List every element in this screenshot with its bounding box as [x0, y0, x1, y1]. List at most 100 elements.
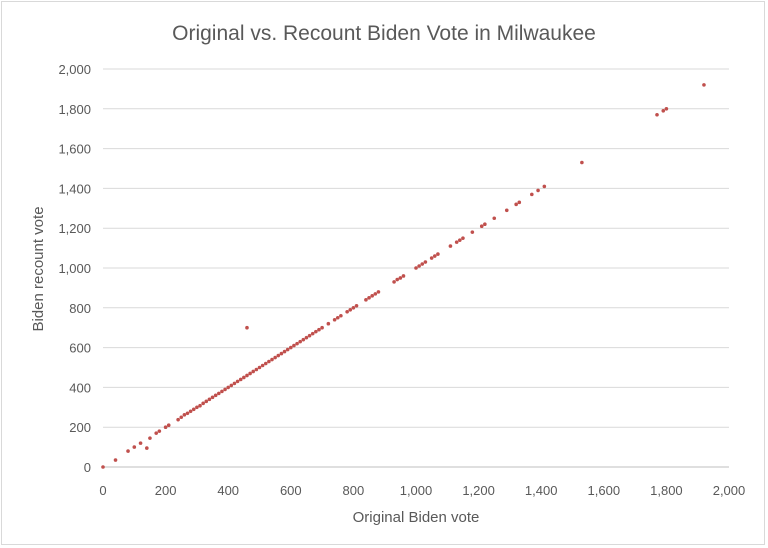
data-point — [176, 417, 180, 422]
y-tick-label: 1,600 — [58, 142, 91, 157]
data-point — [263, 361, 268, 366]
data-point — [210, 395, 215, 400]
data-point — [285, 347, 290, 352]
data-points — [101, 83, 706, 469]
data-point — [661, 108, 666, 113]
y-axis-title: Biden recount vote — [30, 206, 47, 331]
data-point — [232, 381, 237, 386]
data-point — [348, 307, 353, 312]
data-point — [461, 236, 465, 240]
data-point — [213, 393, 218, 398]
y-tick-label: 2,000 — [58, 62, 91, 77]
data-point — [257, 365, 262, 370]
x-tick-label: 1,400 — [525, 483, 558, 498]
data-point — [351, 306, 356, 310]
data-point — [138, 441, 143, 445]
data-point — [217, 391, 221, 396]
data-point — [289, 345, 293, 350]
data-point — [182, 413, 187, 417]
data-point — [242, 375, 246, 380]
data-point — [148, 436, 152, 440]
chart-title: Original vs. Recount Biden Vote in Milwa… — [172, 22, 596, 45]
data-point — [436, 252, 440, 256]
data-point — [504, 208, 509, 213]
data-point — [207, 397, 212, 402]
data-point — [339, 313, 343, 318]
x-tick-label: 200 — [155, 483, 177, 498]
data-point — [101, 465, 105, 469]
x-tick-label: 1,600 — [588, 483, 621, 498]
data-point — [479, 224, 484, 229]
data-point — [238, 377, 243, 382]
y-tick-label: 800 — [69, 301, 91, 316]
y-tick-label: 1,000 — [58, 261, 91, 276]
data-point — [310, 331, 315, 336]
data-point — [235, 379, 240, 384]
data-point — [417, 264, 421, 268]
data-point — [298, 339, 302, 344]
x-tick-label: 400 — [217, 483, 239, 498]
data-point — [179, 415, 184, 420]
data-point — [185, 411, 190, 416]
x-tick-label: 800 — [343, 483, 365, 498]
data-point — [276, 353, 281, 358]
data-point — [401, 274, 406, 278]
y-tick-label: 0 — [84, 460, 91, 475]
data-point — [432, 254, 437, 258]
x-tick-label: 1,800 — [650, 483, 683, 498]
data-point — [454, 240, 459, 244]
data-point — [345, 309, 349, 314]
data-point — [267, 359, 271, 364]
data-point — [304, 335, 309, 340]
x-tick-label: 1,200 — [462, 483, 495, 498]
data-point — [163, 425, 168, 430]
data-point — [260, 363, 265, 368]
data-point — [132, 445, 137, 449]
data-point — [470, 230, 475, 234]
data-point — [220, 389, 224, 394]
data-point — [492, 216, 497, 221]
data-point — [295, 341, 299, 346]
data-point — [157, 429, 162, 433]
data-point — [191, 407, 196, 412]
x-tick-label: 1,000 — [400, 483, 433, 498]
data-point — [254, 367, 259, 372]
data-point — [326, 321, 331, 326]
data-point — [251, 369, 256, 374]
data-point — [414, 266, 418, 270]
data-point — [542, 184, 547, 189]
tick-labels: 0 200 400 600 800 1,000 1,200 1,400 1,600 1,800 2,… — [58, 62, 745, 498]
data-point — [166, 423, 171, 428]
data-point — [655, 112, 659, 117]
y-tick-label: 400 — [69, 380, 91, 395]
data-point — [320, 325, 324, 330]
data-point — [420, 262, 425, 266]
data-point — [195, 405, 199, 410]
data-point — [270, 357, 274, 362]
data-point — [204, 399, 209, 404]
data-point — [201, 401, 205, 406]
data-point — [370, 294, 374, 298]
data-point — [483, 222, 487, 227]
data-point — [702, 83, 706, 87]
gridlines — [103, 68, 729, 428]
data-point — [536, 188, 540, 193]
data-point — [226, 385, 230, 390]
x-tick-label: 600 — [280, 483, 302, 498]
data-point — [367, 296, 371, 300]
data-point — [448, 244, 453, 248]
data-point — [245, 373, 249, 378]
data-point — [282, 349, 287, 354]
data-point — [580, 160, 584, 165]
data-point — [198, 403, 202, 408]
data-point — [248, 371, 252, 376]
data-point — [273, 355, 277, 360]
data-point — [517, 200, 522, 205]
y-tick-label: 1,800 — [58, 102, 91, 117]
y-tick-label: 200 — [69, 420, 91, 435]
data-point — [398, 276, 403, 280]
x-tick-label: 2,000 — [713, 483, 746, 498]
data-point — [229, 383, 234, 388]
